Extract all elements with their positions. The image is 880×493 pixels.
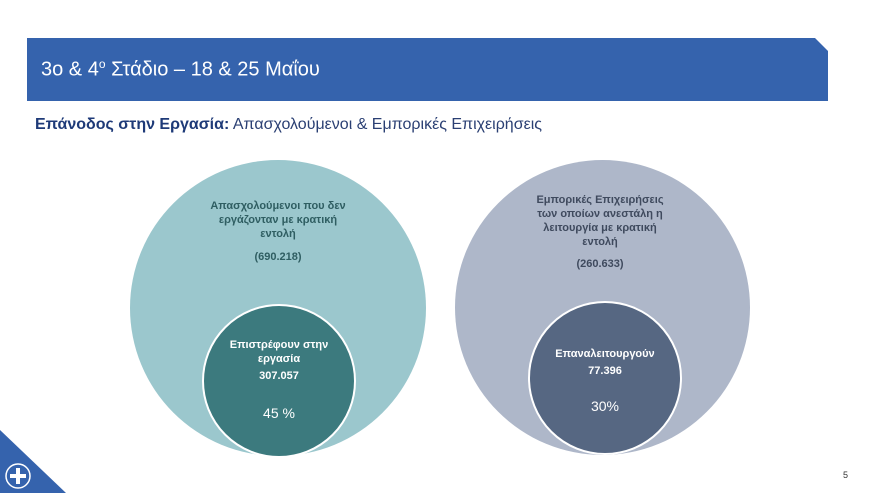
businesses-reopening-label: Επαναλειτουργούν — [555, 348, 655, 360]
employees-total: (690.218) — [254, 251, 302, 263]
title-bar: 3ο & 4ο Στάδιο – 18 & 25 Μαΐου — [27, 38, 828, 101]
businesses-total: (260.633) — [576, 258, 624, 270]
businesses-label: Εμπορικές Επιχειρήσεις των οποίων ανεστά… — [536, 194, 664, 248]
slide-title: 3ο & 4ο Στάδιο – 18 & 25 Μαΐου — [41, 57, 320, 81]
slide-subtitle: Επάνοδος στην Εργασία: Απασχολούμενοι & … — [35, 116, 542, 134]
employees-returning-value: 307.057 — [259, 370, 299, 382]
employees-returning-circle — [202, 304, 356, 458]
employees-percent: 45 % — [263, 405, 295, 421]
employees-label: Απασχολούμενοι που δεν εργάζονταν με κρα… — [210, 200, 346, 240]
businesses-percent: 30% — [590, 398, 620, 414]
employees-returning-label: Επιστρέφουν στην εργασία — [229, 339, 329, 365]
businesses-reopening-value: 77.396 — [588, 365, 622, 377]
businesses-reopening-circle — [528, 301, 682, 455]
greek-government-emblem-icon — [0, 430, 66, 493]
page-number: 5 — [843, 470, 849, 480]
subtitle-bold: Επάνοδος στην Εργασία: — [35, 116, 230, 133]
subtitle-rest: Απασχολούμενοι & Εμπορικές Επιχειρήσεις — [229, 116, 542, 133]
